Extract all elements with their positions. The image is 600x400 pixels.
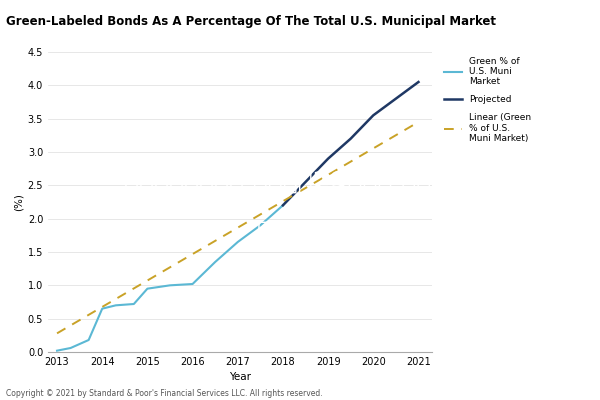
- Text: Copyright © 2021 by Standard & Poor's Financial Services LLC. All rights reserve: Copyright © 2021 by Standard & Poor's Fi…: [6, 389, 323, 398]
- Projected: [325, 156, 332, 161]
- Projected: [347, 136, 354, 141]
- Line: Green % of
U.S. Muni
Market: Green % of U.S. Muni Market: [57, 205, 283, 351]
- Green % of
U.S. Muni
Market: [189, 282, 196, 286]
- Green % of
U.S. Muni
Market: [166, 283, 173, 288]
- Projected: [392, 96, 400, 101]
- X-axis label: Year: Year: [229, 372, 251, 382]
- Green % of
U.S. Muni
Market: [85, 338, 92, 342]
- Green % of
U.S. Muni
Market: [130, 302, 137, 306]
- Green % of
U.S. Muni
Market: [234, 240, 241, 244]
- Text: 网络股票配资公司 国际油价29日下跌 美油、布油: 网络股票配资公司 国际油价29日下跌 美油、布油: [124, 170, 476, 194]
- Projected: [280, 203, 287, 208]
- Green % of
U.S. Muni
Market: [212, 260, 219, 264]
- Legend: Green % of
U.S. Muni
Market, Projected, Linear (Green
% of U.S.
Muni Market): Green % of U.S. Muni Market, Projected, …: [444, 56, 532, 143]
- Green % of
U.S. Muni
Market: [53, 348, 61, 353]
- Green % of
U.S. Muni
Market: [112, 303, 119, 308]
- Green % of
U.S. Muni
Market: [67, 346, 74, 350]
- Green % of
U.S. Muni
Market: [144, 286, 151, 291]
- Text: 均跌超1%: 均跌超1%: [256, 219, 344, 243]
- Projected: [370, 113, 377, 118]
- Green % of
U.S. Muni
Market: [257, 223, 264, 228]
- Projected: [302, 180, 309, 184]
- Text: Green-Labeled Bonds As A Percentage Of The Total U.S. Municipal Market: Green-Labeled Bonds As A Percentage Of T…: [6, 15, 496, 28]
- Green % of
U.S. Muni
Market: [98, 306, 106, 311]
- Y-axis label: (%): (%): [13, 193, 23, 211]
- Projected: [415, 80, 422, 84]
- Line: Projected: Projected: [283, 82, 418, 205]
- Green % of
U.S. Muni
Market: [280, 203, 287, 208]
